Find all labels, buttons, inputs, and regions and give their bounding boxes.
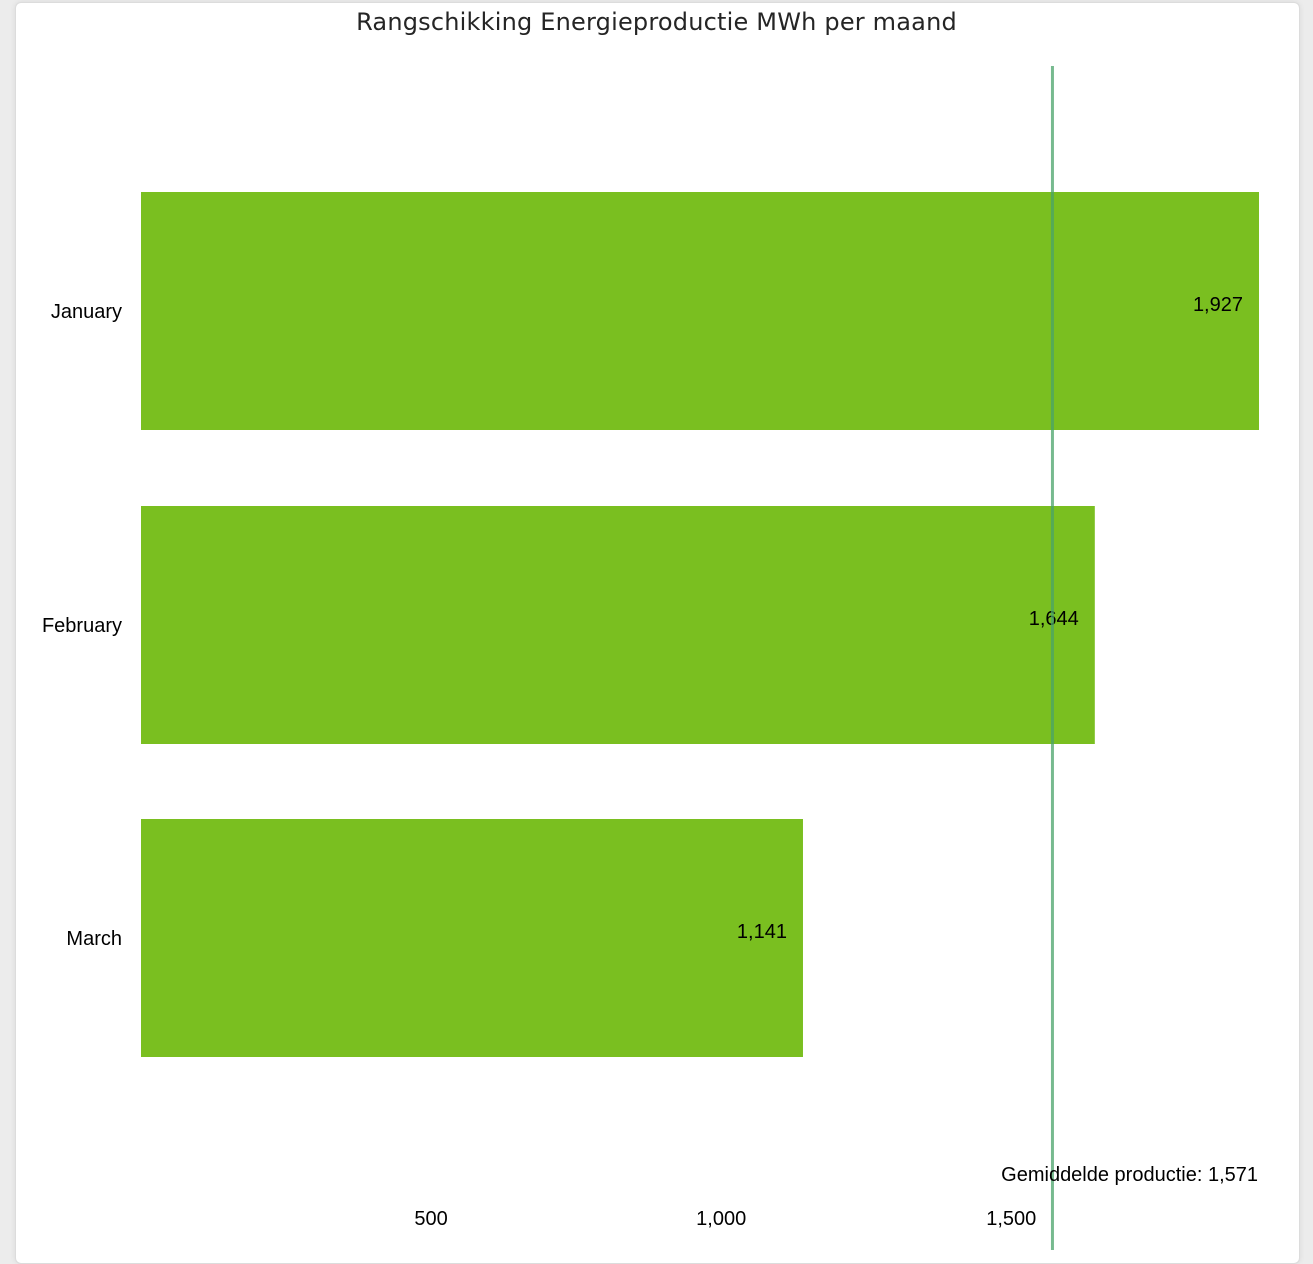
value-label-march: 1,141 — [737, 921, 787, 943]
category-label-february: February — [42, 615, 122, 637]
category-labels: January February March — [42, 301, 122, 950]
x-tick-label-1500: 1,500 — [986, 1208, 1036, 1230]
bar-january — [141, 192, 1259, 430]
x-axis-ticks: 500 1,000 1,500 — [414, 1208, 1036, 1230]
bar-february — [141, 506, 1095, 744]
category-label-march: March — [66, 928, 122, 950]
x-tick-label-500: 500 — [414, 1208, 447, 1230]
bars-group — [141, 192, 1259, 1057]
value-label-january: 1,927 — [1193, 294, 1243, 316]
category-label-january: January — [51, 301, 122, 323]
x-tick-label-1000: 1,000 — [696, 1208, 746, 1230]
chart-title: Rangschikking Energieproductie MWh per m… — [356, 8, 957, 36]
bar-march — [141, 819, 803, 1057]
reference-line-group: Gemiddelde productie: 1,571 — [1001, 66, 1258, 1250]
average-reference-label: Gemiddelde productie: 1,571 — [1001, 1164, 1258, 1186]
